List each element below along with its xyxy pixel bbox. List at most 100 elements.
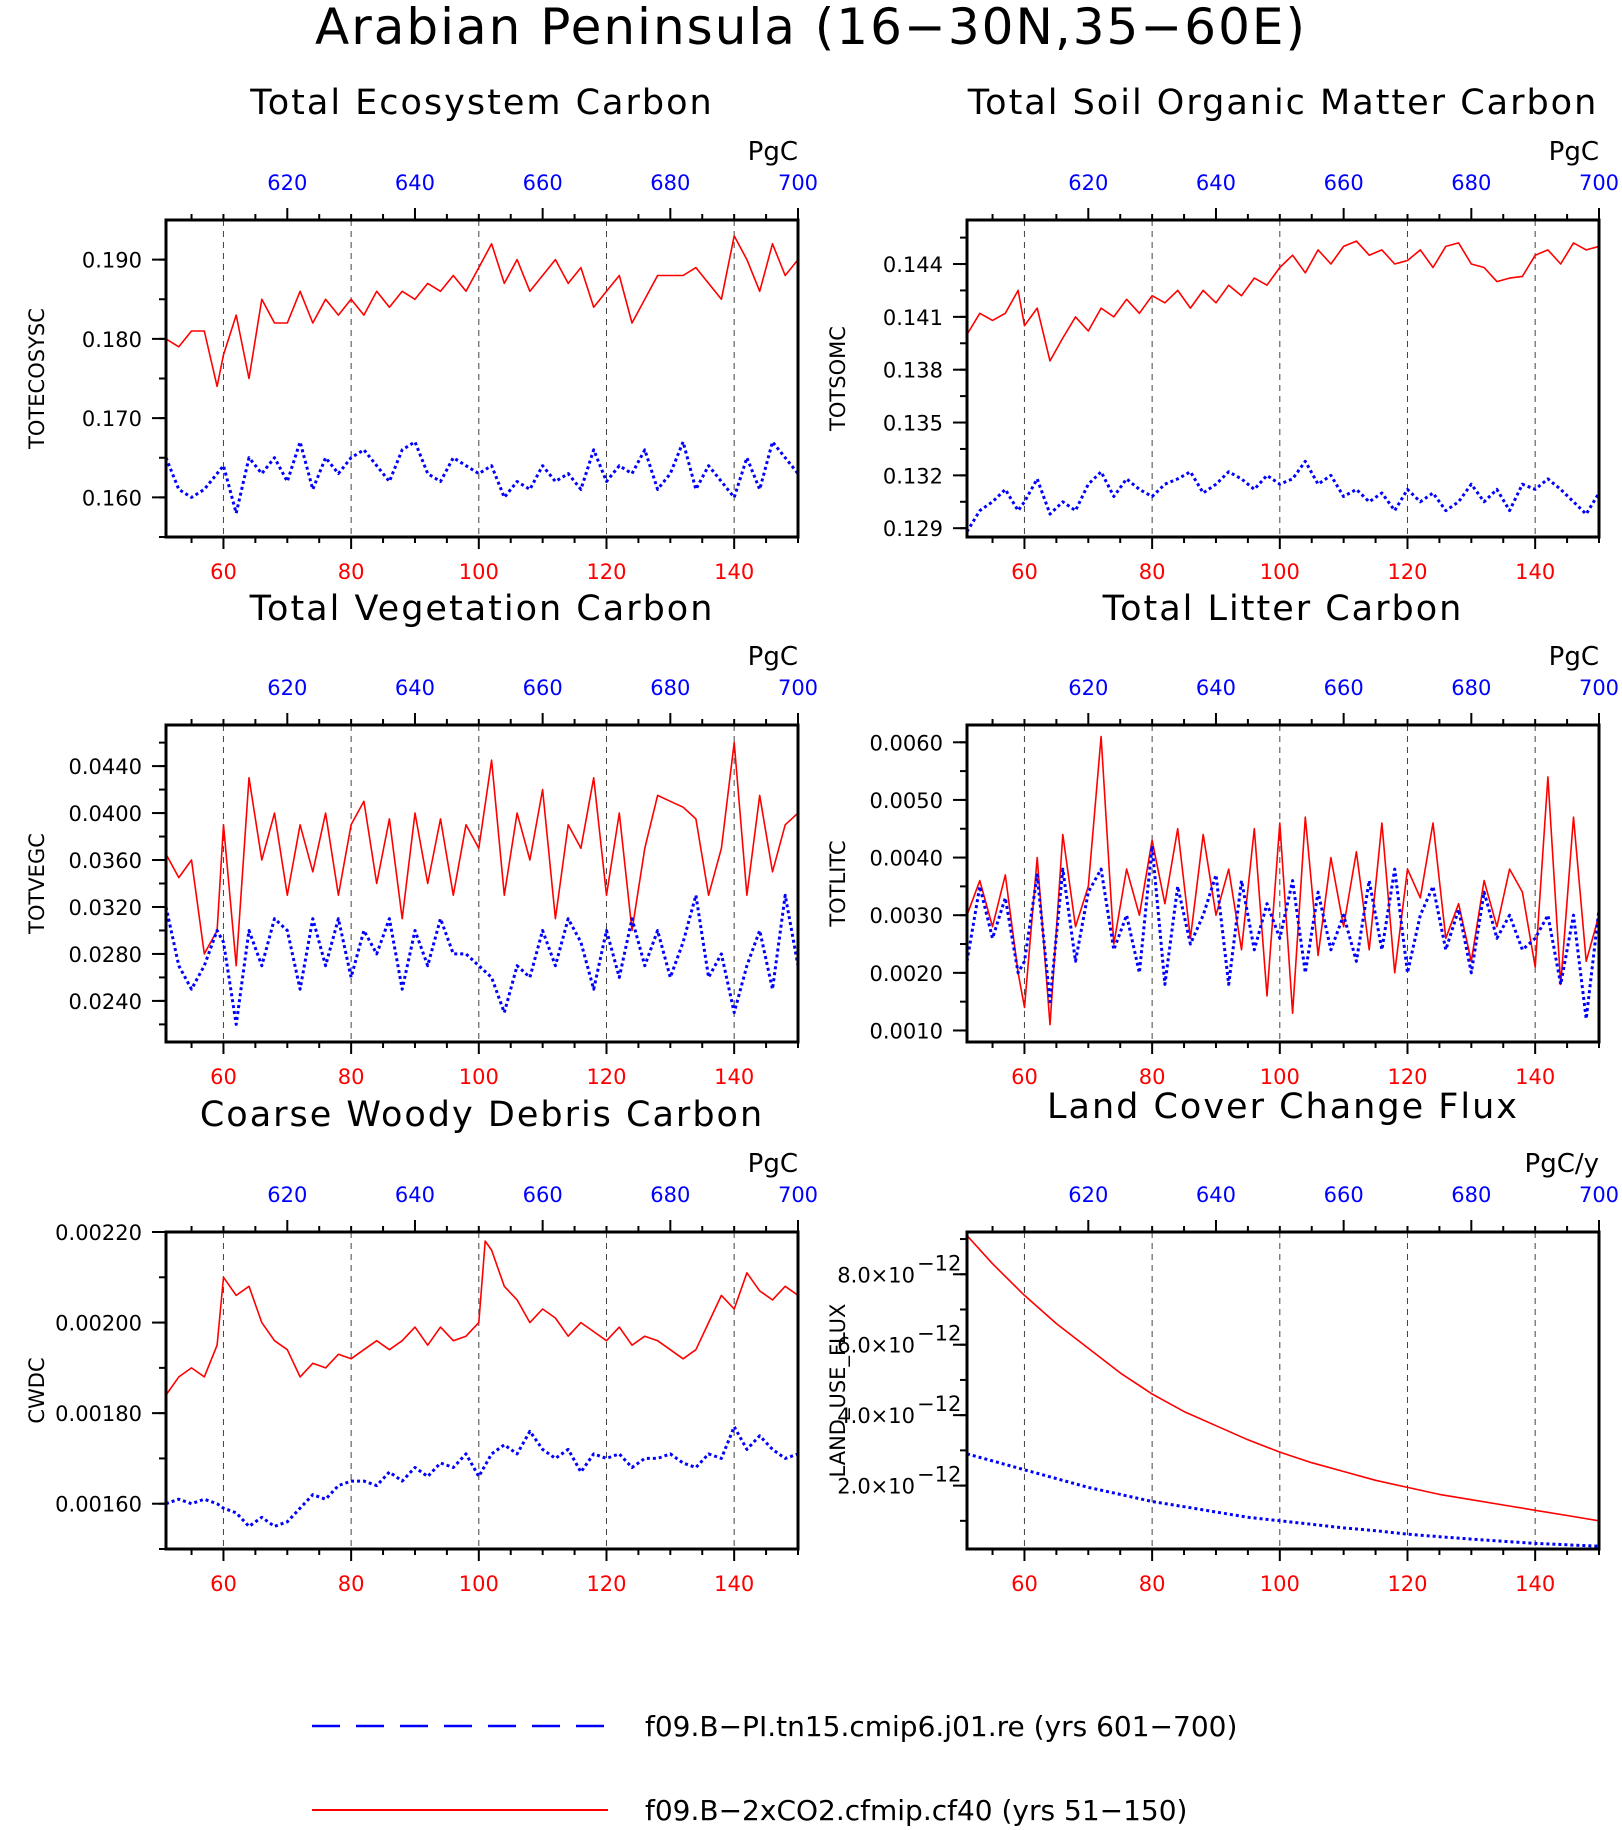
x-tick-label-top: 640 [1196,1183,1236,1207]
series-line-experiment [166,235,798,388]
x-tick-label-top: 620 [267,676,307,700]
chart-panel-5: Coarse Woody Debris Carbon 60 80 100 120 140 6… [25,1095,818,1596]
x-tick-label-top: 700 [778,1183,818,1207]
plot-frame [965,723,1601,1044]
y-tick-label: 0.135 [883,412,943,436]
panel-title: Total Ecosystem Carbon [249,83,713,123]
y-tick-label: 0.0400 [69,802,142,826]
y-tick-label: 0.00180 [55,1402,142,1426]
x-tick-label-top: 660 [523,171,563,195]
y-tick-label: 0.0240 [69,990,142,1014]
y-tick-exponent: −12 [917,1392,961,1416]
y-tick-label: 0.00160 [55,1493,142,1517]
y-tick-label: 0.138 [883,359,943,383]
y-tick-label: 0.0060 [870,731,943,755]
x-tick-label-top: 620 [1068,171,1108,195]
y-tick-label: 0.0030 [870,904,943,928]
main-title: Arabian Peninsula (16−30N,35−60E) [315,0,1307,56]
legend-label-experiment: f09.B−2xCO2.cfmip.cf40 (yrs 51−150) [645,1794,1187,1827]
panel-title: Total Vegetation Carbon [249,589,715,629]
x-tick-label-bottom: 60 [210,560,237,584]
y-tick-label: 0.190 [82,249,142,273]
x-tick-label-bottom: 60 [1011,1572,1038,1596]
series-line-control [166,1425,798,1528]
y-tick-label: 0.170 [82,407,142,431]
chart-panels: Total Ecosystem Carbon 60 80 100 120 140 620 64… [25,83,1619,1596]
x-tick-label-top: 660 [1324,1183,1364,1207]
panel-title: Total Litter Carbon [1102,589,1464,629]
series-line-experiment [967,1234,1599,1522]
y-tick-label: 0.144 [883,253,943,277]
x-tick-label-bottom: 140 [714,560,754,584]
x-tick-label-bottom: 80 [338,1065,365,1089]
y-axis-label: TOTSOMC [826,326,850,432]
x-tick-label-top: 660 [523,1183,563,1207]
y-axis-label: TOTECOSYSC [25,308,49,450]
series-line-experiment [967,240,1599,362]
x-tick-label-top: 680 [1451,1183,1491,1207]
x-tick-label-bottom: 120 [1387,560,1427,584]
x-tick-label-top: 640 [395,1183,435,1207]
units-label: PgC [748,137,798,167]
x-tick-label-bottom: 100 [1260,560,1300,584]
y-tick-label: 0.141 [883,306,943,330]
x-tick-label-bottom: 80 [1139,1572,1166,1596]
chart-panel-6: Land Cover Change Flux 60 80 100 120 140 620 64… [826,1087,1619,1596]
x-tick-label-top: 700 [1579,1183,1619,1207]
y-tick-label: 0.0280 [69,943,142,967]
x-tick-label-bottom: 140 [714,1572,754,1596]
plot-frame [164,218,800,539]
y-tick-label: 0.129 [883,517,943,541]
series-line-control [166,893,798,1026]
x-tick-label-bottom: 60 [210,1065,237,1089]
series-line-experiment [967,735,1599,1026]
x-tick-label-bottom: 100 [1260,1572,1300,1596]
series-line-control [967,459,1599,533]
x-tick-label-bottom: 120 [586,1572,626,1596]
y-tick-label: 0.0010 [870,1019,943,1043]
x-tick-label-top: 660 [1324,676,1364,700]
series-line-experiment [166,1240,798,1396]
y-tick-label: 0.0360 [69,849,142,873]
panel-title: Total Soil Organic Matter Carbon [967,83,1599,123]
y-axis-label: CWDC [25,1357,49,1423]
y-tick-exponent: −12 [917,1463,961,1487]
x-tick-label-bottom: 80 [1139,560,1166,584]
x-tick-label-bottom: 80 [338,1572,365,1596]
x-tick-label-bottom: 100 [459,560,499,584]
panel-title: Land Cover Change Flux [1047,1087,1519,1127]
plot-frame [164,723,800,1044]
x-tick-label-bottom: 60 [1011,560,1038,584]
units-label: PgC [1549,137,1599,167]
x-tick-label-bottom: 80 [338,560,365,584]
x-tick-label-bottom: 140 [1515,1065,1555,1089]
chart-panel-4: Total Litter Carbon 60 80 100 120 140 620 640 66… [826,589,1619,1089]
units-label: PgC [748,1149,798,1179]
plot-frame [164,1230,800,1551]
x-tick-label-bottom: 80 [1139,1065,1166,1089]
plot-frame [965,218,1601,539]
x-tick-label-top: 680 [1451,676,1491,700]
y-tick-label: 0.00200 [55,1312,142,1336]
x-tick-label-bottom: 100 [459,1572,499,1596]
y-axis-label: TOTLITC [826,840,850,927]
y-tick-label: 0.0320 [69,896,142,920]
x-tick-label-top: 620 [1068,1183,1108,1207]
units-label: PgC/y [1525,1149,1599,1179]
legend-label-control: f09.B−PI.tn15.cmip6.j01.re (yrs 601−700) [645,1710,1237,1743]
y-tick-label: 0.160 [82,486,142,510]
x-tick-label-top: 680 [650,171,690,195]
x-tick-label-bottom: 140 [1515,1572,1555,1596]
chart-panel-3: Total Vegetation Carbon 60 80 100 120 140 620 6… [25,589,818,1089]
units-label: PgC [748,642,798,672]
y-tick-label: 0.132 [883,464,943,488]
x-tick-label-bottom: 120 [1387,1572,1427,1596]
y-axis-label: LAND_USE_FLUX [826,1304,851,1478]
y-tick-label: 0.0040 [870,847,943,871]
legend: f09.B−PI.tn15.cmip6.j01.re (yrs 601−700)… [312,1710,1237,1827]
y-tick-label: 0.00220 [55,1221,142,1245]
x-tick-label-top: 700 [778,171,818,195]
y-axis-label: TOTVEGC [25,833,49,935]
chart-panel-2: Total Soil Organic Matter Carbon 60 80 100 1… [826,83,1619,584]
